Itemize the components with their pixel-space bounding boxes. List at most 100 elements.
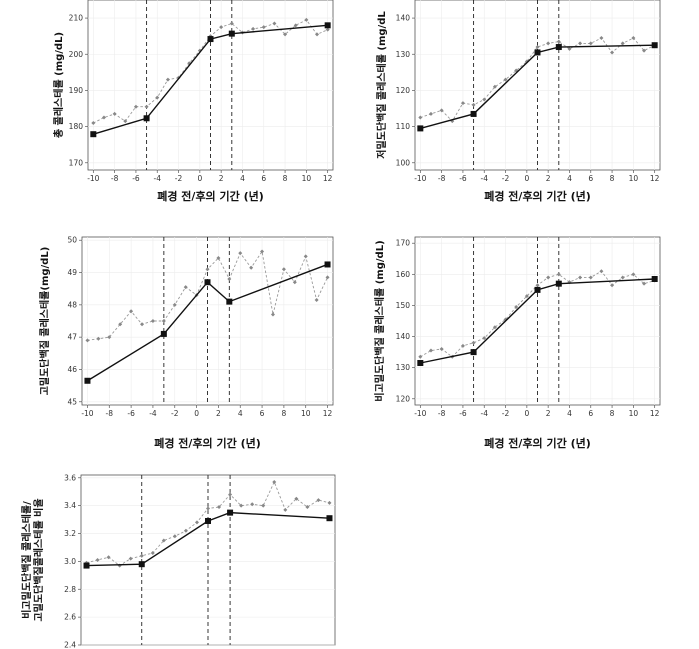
fitted-point <box>83 562 90 569</box>
observed-point <box>599 269 604 274</box>
x-tick-label: 10 <box>302 174 312 183</box>
observed-point <box>303 254 308 259</box>
x-tick-label: 8 <box>610 174 615 183</box>
x-tick-label: 4 <box>238 409 243 418</box>
fitted-point <box>207 36 214 43</box>
y-tick-label: 50 <box>67 236 77 245</box>
chart-ldl-cholesterol: 100 110 120 130 140 -10 -8 -6 -4 -2 0 2 4 6 8 10 12 저밀도단백… <box>375 0 661 203</box>
fitted-point <box>470 110 477 117</box>
observed-point <box>631 35 636 40</box>
observed-point <box>183 528 188 533</box>
y-tick-label: 130 <box>396 363 411 372</box>
observed-point <box>272 21 277 26</box>
x-tick-label: -2 <box>502 174 510 183</box>
x-tick-label: 0 <box>524 409 529 418</box>
x-tick-label: 6 <box>588 174 593 183</box>
y-tick-label: 3.0 <box>64 557 76 566</box>
y-tick-label: 110 <box>396 122 411 131</box>
observed-point <box>599 35 604 40</box>
x-tick-label: 12 <box>650 174 660 183</box>
x-tick-label: -4 <box>153 174 161 183</box>
x-tick-label: 8 <box>283 174 288 183</box>
observed-point <box>304 17 309 22</box>
fitted-point <box>651 42 658 49</box>
y-axis-label: 고밀도단백질 콜레스테롤(mg/dL) <box>38 247 51 396</box>
observed-point <box>251 26 256 31</box>
observed-point <box>556 39 561 44</box>
observed-point <box>439 108 444 113</box>
x-tick-label: 0 <box>194 409 199 418</box>
fitted-point <box>228 30 235 37</box>
observed-point <box>588 41 593 46</box>
observed-point <box>315 32 320 37</box>
observed-point <box>546 41 551 46</box>
observed-point <box>503 317 508 322</box>
y-axis-label: 저밀도단백질 콜레스테롤 (mg/dL <box>375 11 388 159</box>
observed-point <box>95 558 100 562</box>
observed-point <box>524 59 529 64</box>
x-tick-label: -10 <box>414 174 426 183</box>
x-tick-label: 8 <box>282 409 287 418</box>
observed-point <box>260 249 265 254</box>
x-axis-label: 폐경 전/후의 기간 (년) <box>157 189 264 203</box>
observed-point <box>535 283 540 288</box>
observed-point <box>91 120 96 125</box>
y-axis-label-line2: 고밀도단백질콜레스테롤 비율 <box>32 498 45 621</box>
observed-point <box>428 348 433 353</box>
observed-point <box>292 280 297 285</box>
y-tick-label: 48 <box>67 300 77 309</box>
fitted-point <box>227 509 234 516</box>
x-tick-label: 6 <box>588 409 593 418</box>
observed-point <box>294 496 299 501</box>
fitted-point <box>324 22 331 29</box>
y-tick-label: 45 <box>67 397 77 406</box>
x-tick-label: -6 <box>132 174 140 183</box>
observed-point <box>150 551 155 556</box>
observed-point <box>155 95 160 100</box>
observed-point <box>283 507 288 512</box>
x-tick-label: 10 <box>629 409 639 418</box>
x-tick-label: 0 <box>197 174 202 183</box>
x-tick-label: -8 <box>106 409 114 418</box>
observed-point <box>325 27 330 32</box>
observed-point <box>261 503 266 508</box>
chart-non-hdl-hdl-ratio: 2.4 2.6 2.8 3.0 3.2 3.4 3.6 비고밀도단백질 콜레스테롤/고밀도단백… <box>20 473 336 649</box>
fitted-point <box>226 298 233 305</box>
y-tick-label: 3.2 <box>64 529 76 538</box>
x-tick-label: 6 <box>260 409 265 418</box>
x-tick-label: -10 <box>81 409 93 418</box>
observed-point <box>620 275 625 280</box>
y-tick-label: 47 <box>67 333 77 342</box>
x-tick-label: 2 <box>546 409 551 418</box>
x-tick-label: -6 <box>459 409 467 418</box>
observed-point <box>140 322 145 327</box>
observed-point <box>101 115 106 120</box>
fitted-point <box>417 360 424 366</box>
fitted-point <box>84 377 91 384</box>
observed-point <box>460 343 465 348</box>
y-tick-label: 3.4 <box>64 501 76 510</box>
observed-point <box>123 119 128 124</box>
observed-point <box>281 267 286 272</box>
fitted-point <box>90 131 97 138</box>
x-tick-label: 2 <box>546 174 551 183</box>
x-tick-label: 8 <box>610 409 615 418</box>
x-tick-label: 2 <box>216 409 221 418</box>
observed-point <box>194 520 199 525</box>
observed-point <box>460 101 465 106</box>
observed-point <box>270 312 275 317</box>
observed-point <box>150 319 155 323</box>
x-tick-label: -2 <box>502 409 510 418</box>
x-tick-label: -2 <box>171 409 179 418</box>
fitted-point <box>143 115 150 122</box>
observed-point <box>418 354 423 359</box>
observed-point <box>229 21 234 26</box>
fitted-point <box>417 125 424 132</box>
observed-point <box>610 50 615 55</box>
x-tick-label: 6 <box>261 174 266 183</box>
x-tick-label: 4 <box>567 174 572 183</box>
fitted-point <box>324 261 331 268</box>
observed-point <box>128 556 133 561</box>
y-tick-label: 2.6 <box>64 613 76 622</box>
